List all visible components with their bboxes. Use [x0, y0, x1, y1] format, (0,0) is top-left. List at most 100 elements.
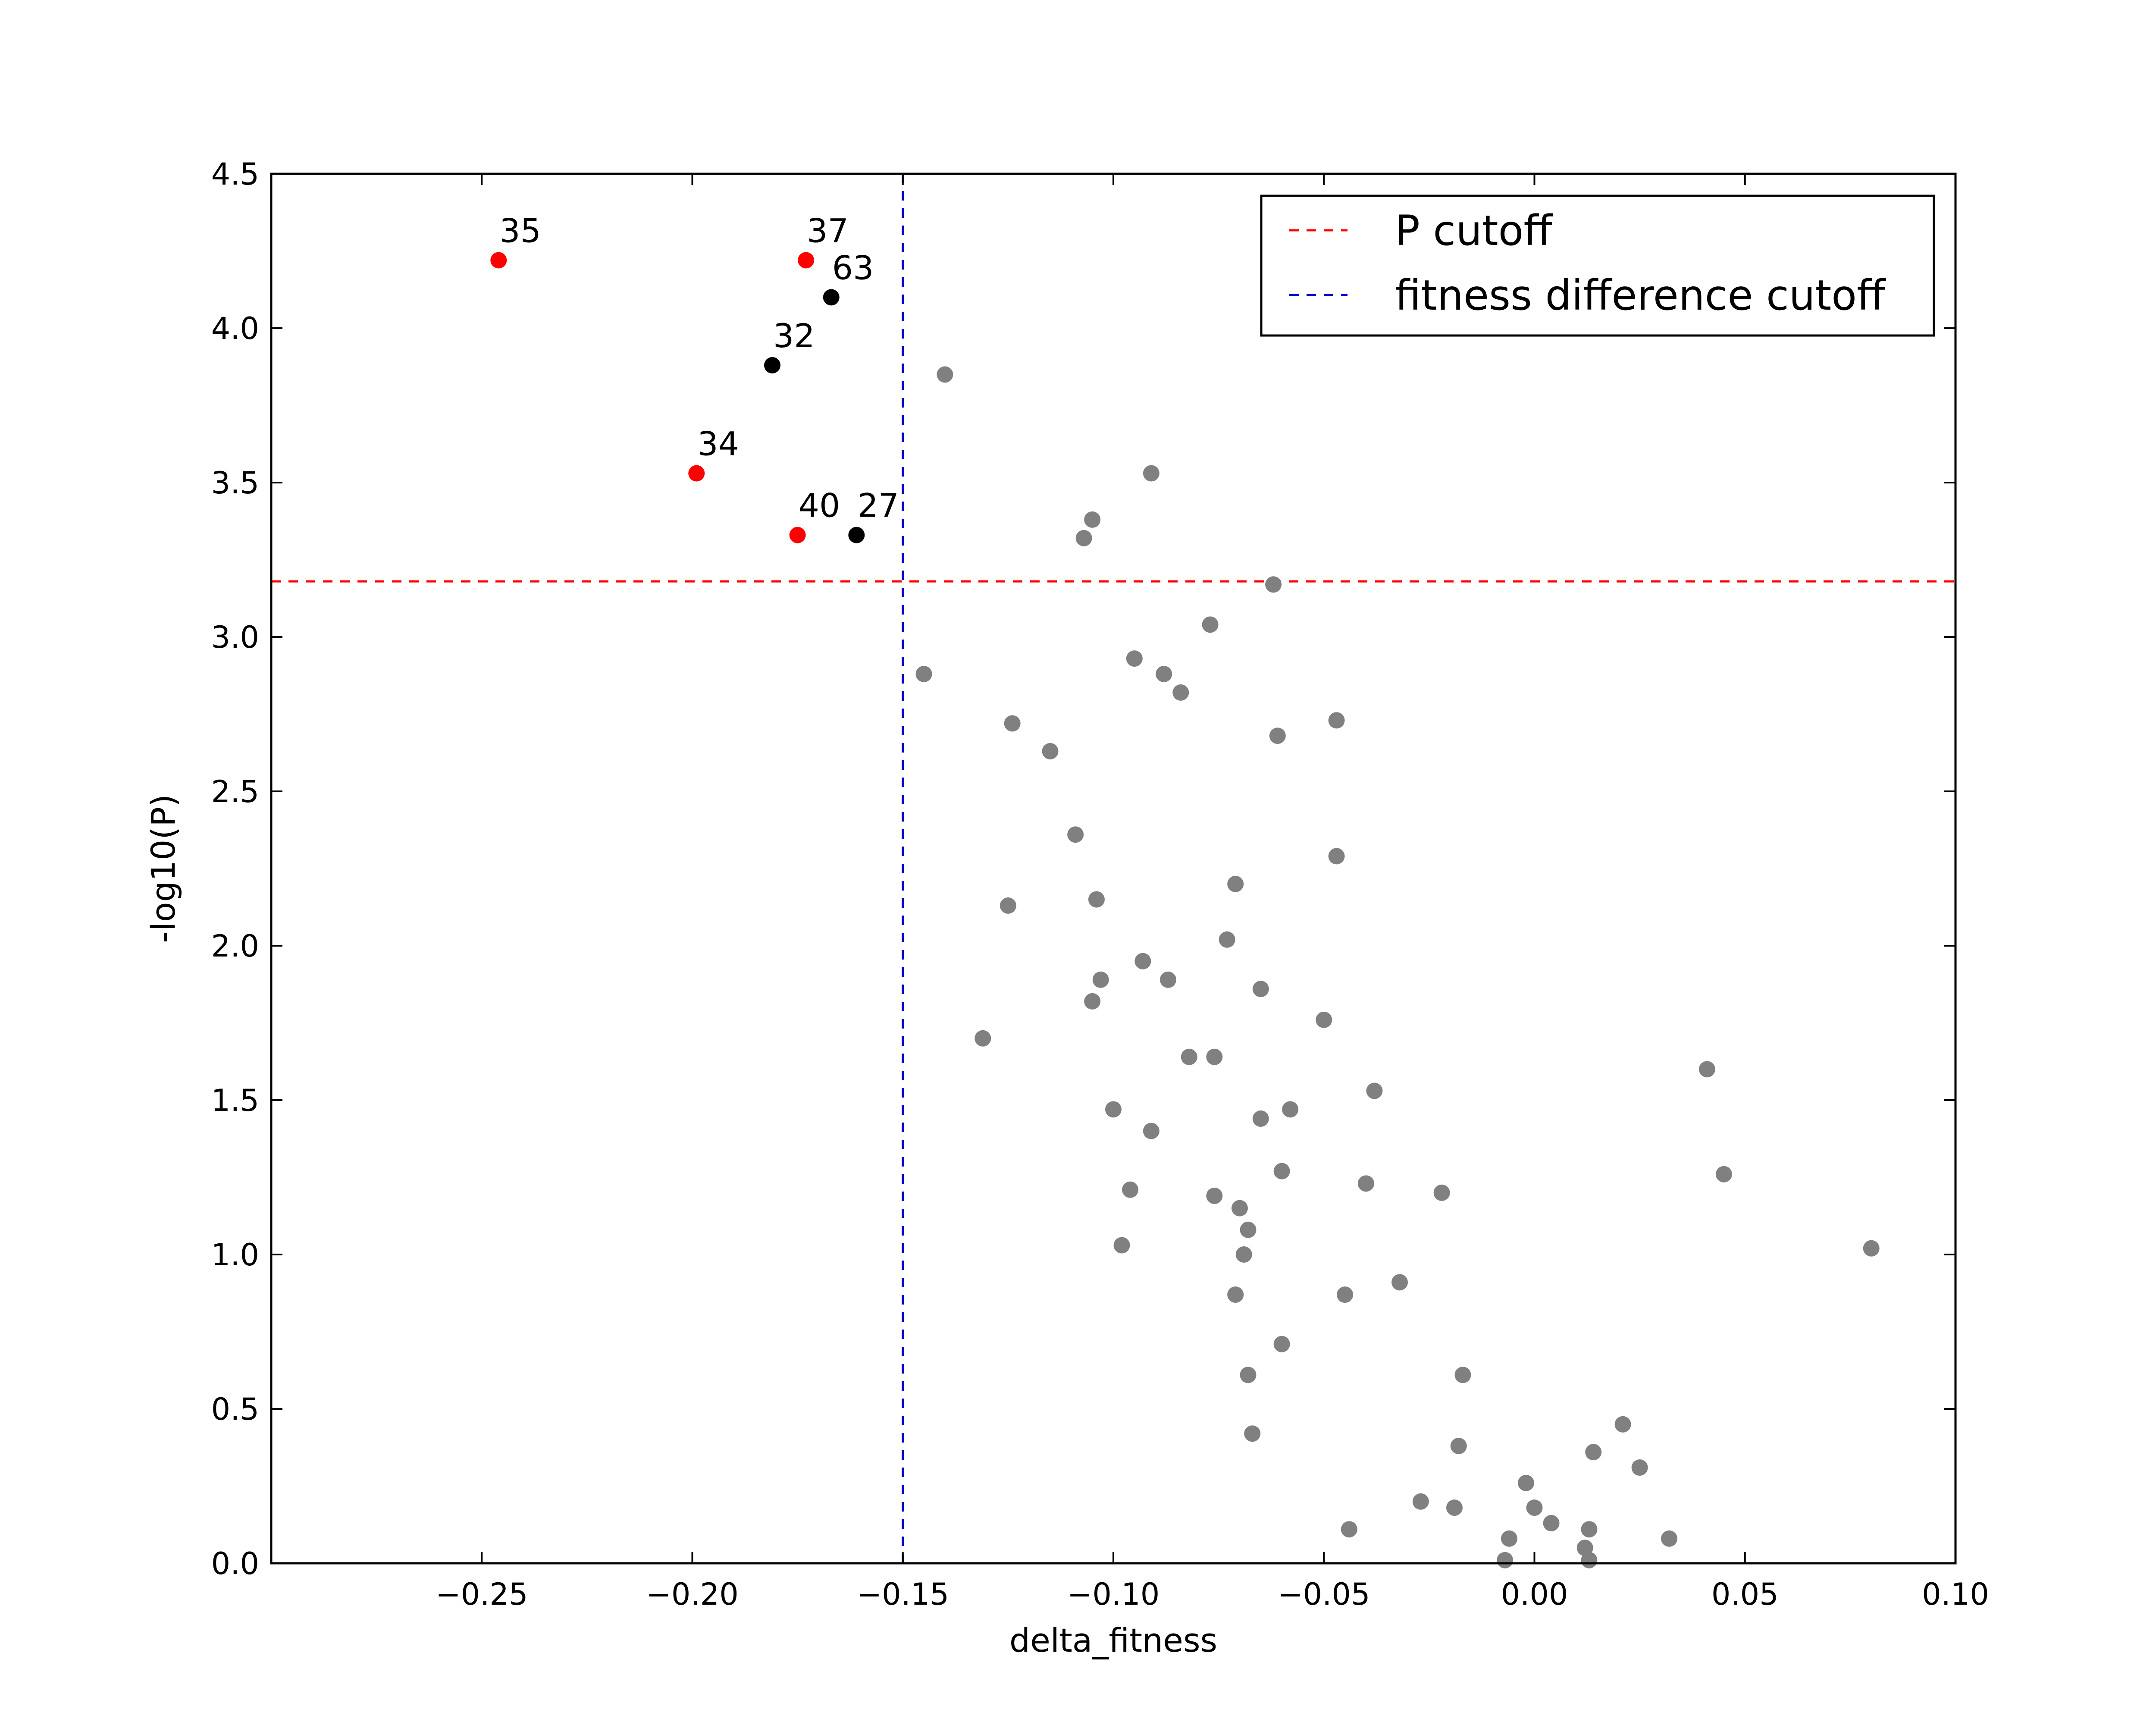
data-point [1328, 848, 1345, 865]
data-point [1042, 743, 1059, 759]
data-point [1235, 1246, 1252, 1263]
x-tick-label: 0.00 [1501, 1577, 1568, 1612]
data-point [1105, 1101, 1122, 1118]
reference-lines [271, 174, 1955, 1563]
data-point [1517, 1474, 1534, 1491]
data-point [1698, 1061, 1715, 1078]
y-axis-label: -log10(P) [144, 794, 182, 943]
x-tick-label: 0.10 [1922, 1577, 1989, 1612]
data-point [1092, 971, 1109, 988]
data-point [915, 665, 932, 682]
point-label-34: 34 [697, 425, 739, 463]
unlabeled-points [915, 366, 1880, 1568]
data-point [1156, 665, 1172, 682]
data-point [1265, 576, 1282, 593]
data-point [975, 1030, 991, 1047]
legend: P cutoff fitness difference cutoff [1260, 194, 1935, 337]
data-point [1585, 1444, 1602, 1461]
y-tick-label: 2.5 [211, 774, 259, 809]
data-point [1181, 1048, 1197, 1065]
data-point [1328, 712, 1345, 729]
data-point [1282, 1101, 1299, 1118]
data-point [1433, 1184, 1450, 1201]
data-point-32 [764, 357, 781, 373]
y-tick-label: 2.0 [211, 928, 259, 964]
data-point [1501, 1530, 1517, 1547]
data-point [1269, 728, 1286, 744]
data-point [1143, 1123, 1159, 1139]
legend-p-cutoff-label: P cutoff [1395, 207, 1553, 255]
x-tick-label: −0.05 [1278, 1577, 1370, 1612]
x-tick-label: −0.15 [856, 1577, 949, 1612]
data-point-27 [848, 527, 865, 543]
y-tick-label: 4.5 [211, 157, 259, 192]
y-tick-label: 3.0 [211, 620, 259, 655]
data-point [1244, 1425, 1261, 1442]
data-point [1341, 1521, 1357, 1538]
data-point [1206, 1048, 1223, 1065]
data-point [1412, 1493, 1429, 1510]
data-point [1581, 1552, 1598, 1568]
data-point [1252, 981, 1269, 997]
data-point [1240, 1367, 1257, 1383]
data-point [1240, 1221, 1257, 1238]
point-label-35: 35 [499, 211, 541, 250]
data-point [1134, 953, 1151, 969]
y-tick-label: 3.5 [211, 465, 259, 501]
data-point [1273, 1163, 1290, 1179]
data-point-34 [688, 465, 705, 482]
data-point [1172, 684, 1189, 701]
data-point [1143, 465, 1159, 482]
data-point [1526, 1499, 1543, 1516]
data-point [1000, 897, 1016, 914]
data-point-37 [798, 252, 815, 269]
data-point [1715, 1166, 1732, 1182]
data-point [1446, 1499, 1463, 1516]
x-axis-ticks: −0.25 −0.20 −0.15 −0.10 −0.05 0.00 0.05 0.10 [436, 174, 1989, 1612]
data-point-63 [823, 289, 840, 306]
data-point [1863, 1240, 1880, 1257]
data-point [1227, 1286, 1244, 1303]
data-point [1337, 1286, 1354, 1303]
data-point [1497, 1552, 1514, 1568]
data-point [1357, 1175, 1374, 1192]
y-tick-label: 4.0 [211, 311, 259, 346]
point-label-40: 40 [799, 486, 840, 525]
legend-box [1260, 194, 1935, 337]
data-point [1004, 715, 1021, 732]
data-point [1084, 511, 1101, 528]
data-point [1631, 1459, 1648, 1476]
data-point [1661, 1530, 1677, 1547]
data-point [1391, 1274, 1408, 1291]
data-point [1219, 931, 1235, 948]
data-point [1206, 1187, 1223, 1204]
data-point [1576, 1540, 1593, 1556]
data-point-40 [789, 527, 806, 543]
data-point [1126, 650, 1143, 667]
data-point [1227, 875, 1244, 892]
data-point [1543, 1515, 1560, 1531]
x-tick-label: −0.10 [1067, 1577, 1160, 1612]
point-label-27: 27 [857, 486, 899, 525]
plot-background [271, 174, 1955, 1563]
data-point [1581, 1521, 1598, 1538]
y-tick-label: 0.0 [211, 1546, 259, 1581]
data-point [1088, 891, 1105, 908]
data-point [1366, 1082, 1383, 1099]
data-point [1614, 1416, 1631, 1433]
data-point [1202, 616, 1219, 633]
data-point [1454, 1367, 1471, 1383]
x-tick-label: 0.05 [1711, 1577, 1779, 1612]
data-point-35 [490, 252, 507, 269]
y-axis-ticks: 0.0 0.5 1.0 1.5 2.0 2.5 3.0 3.5 4.0 4.5 [211, 157, 1955, 1581]
point-label-37: 37 [807, 211, 849, 250]
data-point [1084, 993, 1101, 1010]
data-point [1252, 1110, 1269, 1127]
y-tick-label: 0.5 [211, 1392, 259, 1427]
data-point [1231, 1200, 1248, 1217]
data-point [937, 366, 953, 383]
data-point [1159, 971, 1176, 988]
point-label-63: 63 [832, 248, 874, 287]
